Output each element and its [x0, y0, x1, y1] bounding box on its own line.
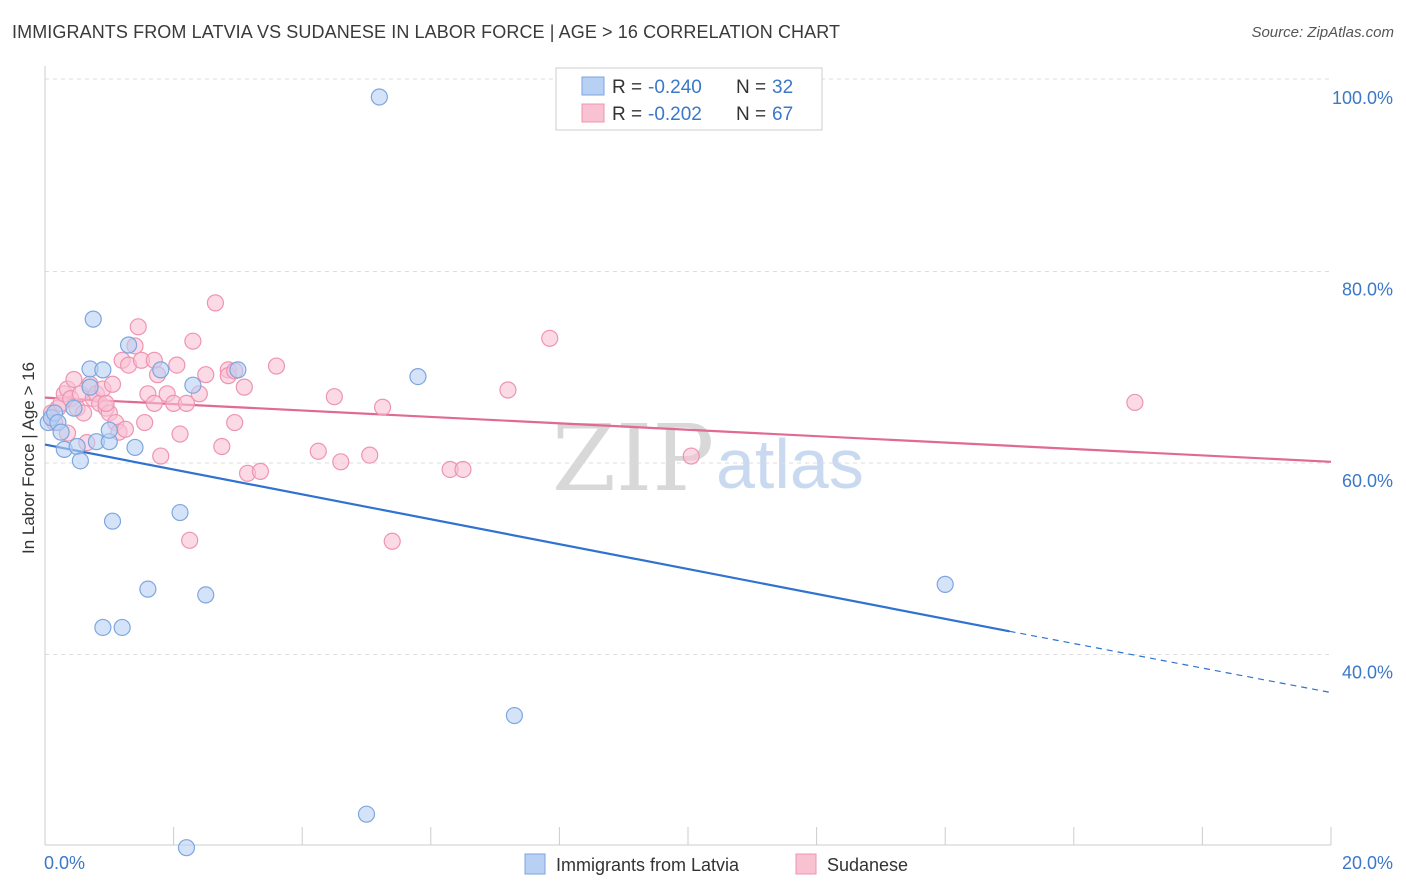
- sudanese-point: [309, 442, 327, 460]
- legend-r-value-1: -0.240: [648, 77, 702, 98]
- legend-r-label-1: R =: [612, 77, 642, 98]
- chart-title: IMMIGRANTS FROM LATVIA VS SUDANESE IN LA…: [12, 22, 841, 42]
- sudanese-point: [373, 398, 392, 416]
- sudanese-point: [197, 366, 215, 384]
- sudanese-point: [682, 447, 700, 465]
- sudanese-point: [1126, 393, 1144, 412]
- bottom-legend-swatch-sudanese: [795, 853, 817, 875]
- y-axis-label: In Labor Force | Age > 16: [19, 362, 38, 554]
- sudanese-point: [97, 394, 115, 412]
- sudanese-trend-line: [44, 396, 1332, 463]
- sudanese-point: [267, 357, 286, 375]
- sudanese-point: [103, 375, 122, 393]
- data-points: [39, 88, 1144, 857]
- sudanese-point: [226, 413, 244, 432]
- legend-r-label-2: R =: [612, 104, 642, 125]
- latvia-point: [197, 586, 215, 604]
- latvia-point: [184, 376, 202, 394]
- sudanese-point: [206, 294, 224, 312]
- sudanese-point: [129, 318, 147, 336]
- latvia-point: [177, 839, 196, 857]
- latvia-point: [171, 503, 189, 522]
- sudanese-point: [361, 446, 379, 464]
- legend-n-value-2: 67: [772, 104, 793, 125]
- bottom-legend-latvia: Immigrants from Latvia: [556, 855, 740, 875]
- sudanese-point: [136, 413, 154, 432]
- bottom-legend-swatch-latvia: [524, 853, 546, 875]
- latvia-point: [139, 580, 157, 598]
- sudanese-point: [332, 453, 350, 471]
- latvia-point: [65, 399, 83, 417]
- legend-n-label-2: N =: [736, 104, 766, 125]
- latvia-point: [113, 618, 131, 637]
- latvia-point: [68, 437, 86, 456]
- latvia-point: [505, 706, 523, 725]
- x-tick-label-max: 20.0%: [1342, 853, 1393, 873]
- latvia-point: [100, 421, 118, 439]
- latvia-trend-line: [44, 443, 1010, 633]
- latvia-point: [357, 805, 376, 823]
- sudanese-point: [235, 378, 253, 396]
- sudanese-point: [181, 531, 199, 549]
- sudanese-point: [454, 460, 472, 479]
- latvia-point: [936, 575, 954, 593]
- trend-lines: [44, 396, 1332, 694]
- latvia-point: [119, 336, 138, 354]
- latvia-point: [84, 310, 102, 328]
- sudanese-point: [171, 425, 189, 443]
- sudanese-point: [65, 370, 83, 389]
- sudanese-point: [213, 437, 231, 456]
- sudanese-point: [168, 356, 186, 374]
- latvia-point: [152, 361, 170, 379]
- sudanese-point: [116, 420, 134, 438]
- sudanese-point: [177, 394, 196, 412]
- latvia-point: [94, 361, 112, 379]
- y-tick-label: 80.0%: [1342, 280, 1393, 300]
- sudanese-point: [325, 388, 343, 406]
- legend-swatch-latvia: [581, 76, 605, 96]
- y-tick-label: 60.0%: [1342, 471, 1393, 491]
- latvia-point: [52, 423, 70, 441]
- legend-r-value-2: -0.202: [648, 104, 702, 125]
- latvia-point: [370, 88, 388, 106]
- latvia-trend-extension: [1009, 630, 1332, 694]
- latvia-point: [94, 618, 112, 637]
- legend-n-value-1: 32: [772, 77, 793, 98]
- axes: [44, 66, 1332, 846]
- latvia-point: [229, 361, 247, 379]
- sudanese-point: [184, 332, 202, 350]
- source-label: Source: ZipAtlas.com: [1251, 24, 1394, 41]
- sudanese-point: [499, 381, 517, 399]
- sudanese-point: [541, 329, 559, 347]
- x-tick-label-min: 0.0%: [44, 853, 85, 873]
- legend-box: R = -0.240 N = 32 R = -0.202 N = 67: [555, 67, 823, 131]
- bottom-legend-sudanese: Sudanese: [827, 855, 908, 875]
- latvia-point: [409, 367, 427, 386]
- tick-labels: 40.0% 60.0% 80.0% 100.0% 0.0% 20.0%: [44, 88, 1393, 873]
- legend-swatch-sudanese: [581, 103, 605, 123]
- y-tick-label: 100.0%: [1332, 88, 1393, 108]
- latvia-point: [71, 452, 89, 470]
- sudanese-point: [383, 532, 401, 550]
- bottom-legend: Immigrants from Latvia Sudanese: [524, 853, 908, 875]
- y-tick-label: 40.0%: [1342, 663, 1393, 683]
- legend-n-label-1: N =: [736, 77, 766, 98]
- sudanese-point: [145, 394, 163, 412]
- latvia-point: [81, 378, 99, 396]
- latvia-point: [126, 438, 144, 457]
- sudanese-point: [152, 447, 170, 465]
- sudanese-point: [251, 462, 270, 480]
- latvia-point: [103, 512, 122, 530]
